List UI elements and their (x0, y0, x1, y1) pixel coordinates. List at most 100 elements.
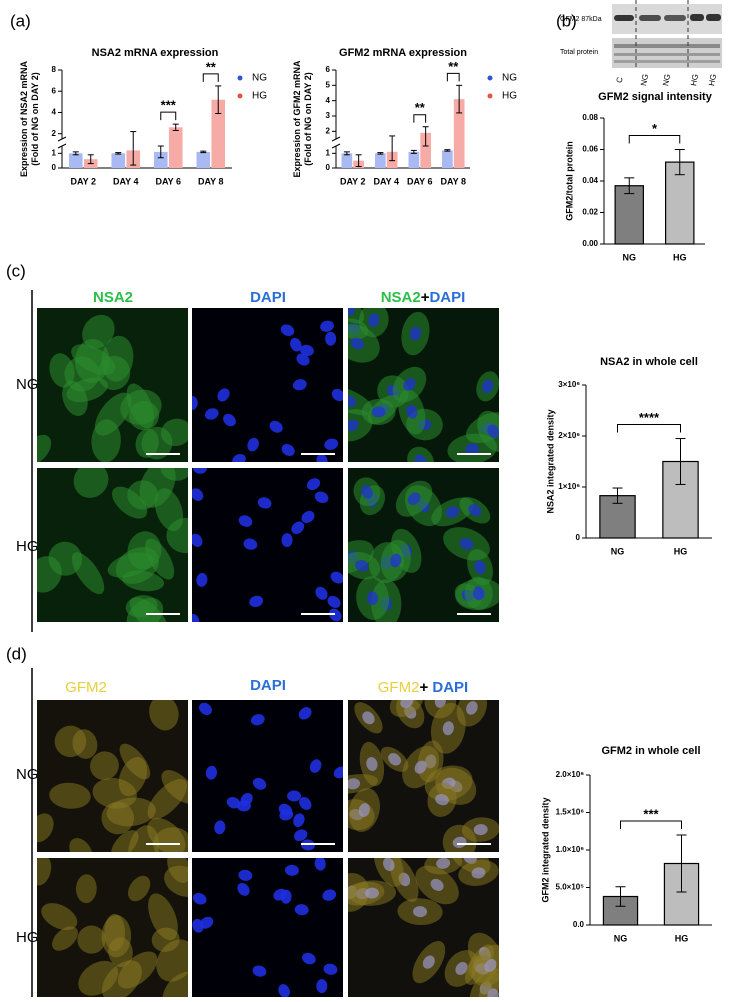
chart-title: GFM2 in whole cell (601, 745, 700, 757)
y-tick-label: 0.08 (582, 113, 598, 122)
y-axis-label: GFM2 integrated density (540, 797, 550, 902)
significance-bracket (203, 74, 218, 82)
header-part: + (421, 289, 430, 306)
legend-marker (238, 76, 243, 81)
micrograph (187, 308, 348, 469)
y-axis-label: NSA2 integrated density (545, 409, 555, 513)
legend-marker (488, 94, 493, 99)
row-label: NG (16, 766, 39, 783)
chart: NSA2 in whole cell NSA2 integrated densit… (545, 356, 712, 556)
micrograph-bg (192, 308, 343, 462)
nucleus (287, 790, 301, 801)
significance-bracket (629, 136, 680, 144)
y-tick-label: 1 (326, 148, 331, 157)
significance-label: **** (639, 410, 660, 425)
legend-marker (238, 94, 243, 99)
lane-label: NG (639, 73, 650, 86)
y-tick-label: 5 (326, 80, 331, 89)
lane-label: NG (661, 73, 672, 86)
significance-label: * (652, 121, 658, 136)
column-header: GFM2+ DAPI (378, 679, 468, 696)
column-header: DAPI (250, 677, 286, 694)
y-tick-label: 2×10⁶ (558, 431, 580, 440)
x-tick-label: DAY 4 (113, 176, 139, 186)
y-tick-label: 1.0×10⁶ (556, 845, 585, 854)
significance-label: *** (161, 98, 177, 113)
legend-label: NG (252, 73, 267, 84)
legend-label: NG (502, 73, 517, 84)
header-part: DAPI (432, 679, 468, 696)
header-part: + (419, 679, 432, 696)
y-tick-label: 1×10⁶ (558, 482, 580, 491)
bar (111, 153, 125, 168)
micrograph (24, 692, 202, 876)
bar (615, 186, 643, 244)
chart-title: GFM2 mRNA expression (339, 47, 467, 59)
significance-label: ** (415, 100, 426, 115)
significance-bracket (447, 73, 459, 81)
row-label: NG (16, 376, 39, 393)
y-tick-label: 0.00 (582, 239, 598, 248)
blot-row-label: GFM2 87kDa (560, 16, 602, 23)
y-tick-label: 0.04 (582, 176, 598, 185)
column-header: DAPI (250, 289, 286, 306)
y-tick-label: 6 (52, 86, 57, 95)
x-tick-label: DAY 6 (155, 176, 181, 186)
panel-label: (a) (10, 11, 31, 30)
x-tick-label: DAY 8 (440, 176, 466, 186)
y-tick-label: 4 (326, 96, 331, 105)
significance-bracket (161, 112, 176, 120)
micrograph (17, 308, 194, 470)
y-tick-label: 2 (326, 126, 331, 135)
significance-label: ** (206, 59, 217, 74)
panel-label: (c) (6, 261, 26, 280)
micrograph (328, 835, 517, 997)
micrograph (191, 856, 343, 997)
header-part: DAPI (429, 289, 465, 306)
bar (69, 153, 83, 168)
column-header: NSA2 (93, 289, 133, 306)
blot-row-label: Total protein (560, 49, 598, 56)
y-tick-label: 2 (52, 129, 57, 138)
y-tick-label: 3×10⁶ (558, 380, 580, 389)
panel-label: (d) (6, 644, 27, 663)
y-tick-label: 8 (52, 65, 57, 74)
chart: GFM2 in whole cell GFM2 integrated densit… (540, 745, 712, 943)
x-tick-label: HG (675, 933, 689, 943)
lane-label: C (615, 76, 625, 83)
x-tick-label: NG (614, 933, 628, 943)
y-tick-label: 4 (52, 108, 57, 117)
micrograph (29, 847, 212, 997)
bar (169, 127, 183, 168)
micrograph (322, 289, 516, 481)
micrograph (327, 681, 501, 864)
chart-title: NSA2 in whole cell (600, 356, 698, 368)
y-tick-label: 1 (52, 148, 57, 157)
x-tick-label: NG (611, 546, 625, 556)
x-tick-label: HG (673, 252, 687, 262)
legend-label: HG (502, 91, 517, 102)
y-tick-label: 0 (52, 163, 57, 172)
significance-bracket (621, 821, 682, 829)
y-tick-label: 3 (326, 111, 331, 120)
y-tick-label: 1.5×10⁶ (556, 808, 585, 817)
chart-title: NSA2 mRNA expression (92, 47, 219, 59)
y-tick-label: 0.0 (573, 920, 585, 929)
significance-bracket (414, 115, 426, 123)
significance-bracket (618, 425, 681, 433)
micrograph (22, 455, 208, 640)
bar (341, 153, 352, 168)
header-part: GFM2 (378, 679, 420, 696)
y-tick-label: 0 (576, 533, 581, 542)
y-axis-label: (Fold of NG on DAY 2) (303, 72, 313, 166)
x-tick-label: DAY 2 (340, 176, 366, 186)
x-tick-label: DAY 6 (407, 176, 433, 186)
x-tick-label: DAY 4 (373, 176, 399, 186)
y-tick-label: 0.02 (582, 208, 598, 217)
legend-label: HG (252, 91, 267, 102)
legend-marker (488, 76, 493, 81)
bar (375, 153, 386, 168)
